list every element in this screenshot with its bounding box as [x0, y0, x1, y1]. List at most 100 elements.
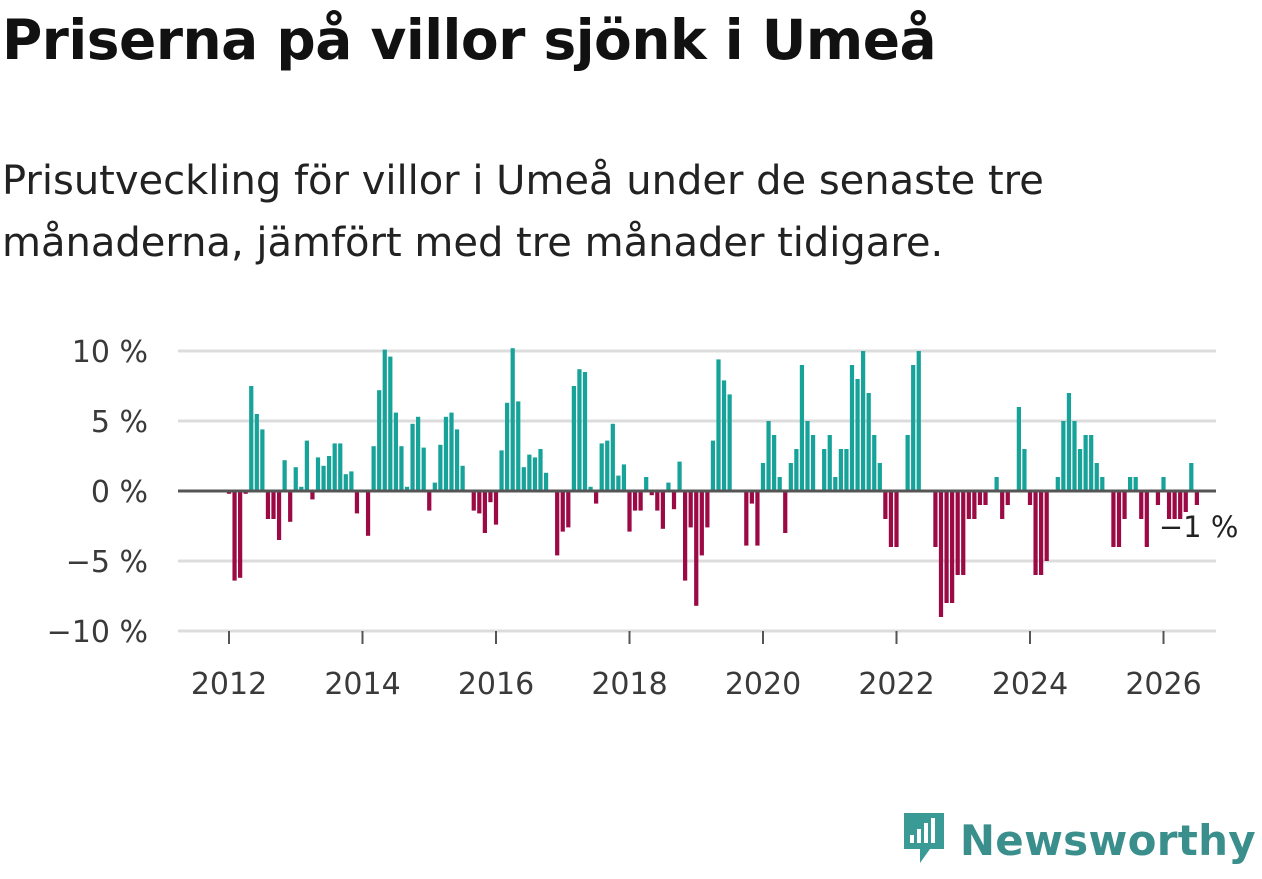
y-tick-label: 5 %: [91, 405, 148, 440]
bar: [1083, 435, 1088, 491]
bar: [254, 414, 259, 491]
bar: [1072, 421, 1077, 491]
bar: [705, 491, 710, 528]
bar: [1039, 491, 1044, 575]
bar: [527, 454, 532, 491]
bar: [671, 491, 677, 510]
bar: [582, 372, 588, 491]
bar: [521, 467, 526, 491]
bar: [1128, 477, 1133, 491]
bar: [605, 440, 610, 491]
bar: [1027, 491, 1033, 505]
bar: [1100, 477, 1105, 491]
chart-subtitle: Prisutveckling för villor i Umeå under d…: [2, 158, 1044, 266]
bar: [338, 443, 343, 491]
bar: [555, 491, 560, 556]
bar: [560, 491, 565, 532]
y-axis: 10 % 5 % 0 % −5 % −10 %: [47, 335, 148, 650]
bar: [438, 444, 443, 491]
bar: [644, 477, 649, 491]
bar: [694, 491, 699, 606]
bar: [638, 491, 643, 511]
bar: [877, 463, 882, 491]
bar: [666, 482, 671, 491]
bar: [849, 365, 855, 491]
x-tick-label: 2020: [725, 667, 801, 702]
bar: [399, 446, 404, 491]
bar: [238, 491, 243, 578]
y-tick-label: −5 %: [66, 545, 148, 580]
bar: [1005, 491, 1010, 505]
bar: [1022, 449, 1027, 491]
bar: [888, 491, 894, 547]
bar: [632, 491, 638, 511]
bar: [660, 491, 665, 529]
bar: [249, 386, 254, 491]
bar: [977, 491, 983, 505]
bar: [1111, 491, 1116, 547]
bar: [332, 443, 337, 491]
y-tick-label: −10 %: [47, 615, 148, 650]
chart-title: Priserna på villor sjönk i Umeå: [2, 8, 937, 72]
bar: [315, 457, 321, 491]
bar: [393, 412, 398, 491]
bar: [983, 491, 988, 505]
bar: [566, 491, 571, 528]
bar: [972, 491, 977, 519]
bar: [822, 449, 827, 491]
bar: [416, 416, 421, 491]
bar: [410, 423, 415, 491]
bar: [872, 435, 877, 491]
x-axis: 2012 2014 2016 2018 2020 2022 2024 2026: [191, 631, 1202, 702]
bar: [783, 491, 788, 533]
bar: [866, 393, 871, 491]
bar: [838, 449, 843, 491]
bar: [427, 491, 432, 511]
bar: [944, 491, 949, 603]
bar: [727, 394, 732, 491]
bar: [377, 390, 382, 491]
bar: [1166, 491, 1172, 519]
bar: [810, 435, 816, 491]
bar: [627, 491, 632, 532]
bar: [710, 440, 716, 491]
bar: [760, 463, 766, 491]
bar: [788, 463, 793, 491]
bar: [1066, 393, 1072, 491]
bar: [516, 401, 521, 491]
bar: [282, 460, 287, 491]
bar: [883, 491, 888, 519]
y-tick-label: 0 %: [91, 475, 148, 510]
bar: [833, 477, 838, 491]
bar: [454, 429, 460, 491]
newsworthy-logo-icon: [900, 809, 948, 871]
bar: [1077, 449, 1083, 491]
bar: [1183, 491, 1188, 512]
bar: [371, 446, 376, 491]
x-tick-label: 2018: [591, 667, 667, 702]
bar: [1044, 491, 1049, 561]
bar: [721, 380, 727, 491]
bar: [916, 351, 921, 491]
bar: [744, 491, 749, 546]
bar: [610, 423, 615, 491]
bar: [855, 379, 860, 491]
bar: [599, 443, 604, 491]
bar: [510, 348, 515, 491]
bar: [276, 491, 282, 540]
bar: [365, 491, 371, 536]
x-tick-label: 2022: [858, 667, 934, 702]
x-tick-label: 2014: [324, 667, 400, 702]
bar: [1055, 477, 1060, 491]
bar: [683, 491, 688, 581]
bar: [1178, 491, 1183, 519]
bar: [1189, 463, 1194, 491]
brand-logo[interactable]: Newsworthy: [900, 809, 1256, 871]
bar: [777, 477, 782, 491]
bar: [938, 491, 944, 617]
bar: [844, 449, 849, 491]
bar: [1000, 491, 1005, 519]
bar: [293, 467, 298, 491]
bar: [588, 486, 593, 491]
